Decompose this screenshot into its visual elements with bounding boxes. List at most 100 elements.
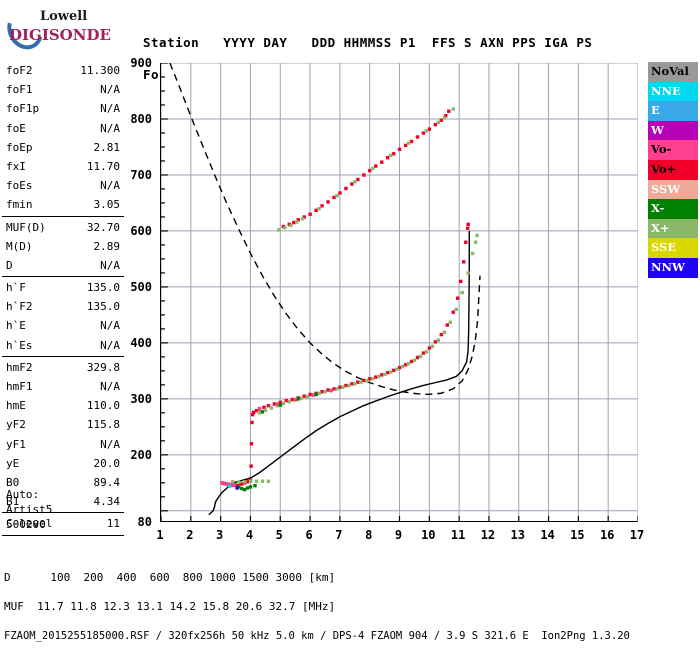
x-tick-label: 16 xyxy=(599,528,615,542)
param-divider xyxy=(2,512,124,514)
x-tick-label: 6 xyxy=(305,528,313,542)
legend-item-x[interactable]: X+ xyxy=(648,218,698,239)
x-tick-label: 9 xyxy=(394,528,403,542)
param-row: h`F 135.0 xyxy=(2,278,124,297)
param-value: 32.70 xyxy=(86,220,120,234)
param-row: foF1p N/A xyxy=(2,99,124,118)
electron-density-profile xyxy=(208,351,469,516)
param-key: h`F2 xyxy=(6,300,33,314)
param-row: h`E N/A xyxy=(2,316,124,335)
param-value: N/A xyxy=(100,121,120,135)
series-second-hop-echoes-x- xyxy=(277,107,455,232)
grid-lines xyxy=(161,63,638,522)
legend-item-nne[interactable]: NNE xyxy=(648,81,698,102)
param-key: B0 xyxy=(6,475,20,489)
x-tick-label: 2 xyxy=(186,528,194,542)
y-tick-label: 900 xyxy=(130,56,152,70)
param-key: MUF(D) xyxy=(6,220,46,234)
axis-ticks xyxy=(161,63,638,522)
param-value: N/A xyxy=(100,83,120,97)
x-tick-label: 13 xyxy=(510,528,525,542)
autoscaling-info: Auto: Artist5 500200 xyxy=(2,487,124,532)
param-divider xyxy=(2,215,124,217)
param-value: 2.89 xyxy=(93,239,121,253)
logo-lowell-text: Lowell xyxy=(40,9,88,24)
param-row: foEs N/A xyxy=(2,176,124,195)
footer-file-row: FZAOM_2015255185000.RSF / 320fx256h 50 k… xyxy=(4,629,630,642)
legend-item-sse[interactable]: SSE xyxy=(648,238,698,258)
param-key: h`Es xyxy=(6,338,33,352)
param-value: N/A xyxy=(100,102,120,116)
param-value: N/A xyxy=(100,319,120,333)
y-tick-label: 600 xyxy=(130,223,152,238)
param-row: hmF1 N/A xyxy=(2,377,124,396)
y-tick-label: 500 xyxy=(130,279,152,294)
param-block-frequencies: foF2 11.300 foF1 N/A foF1p N/A foE N/A foEp 2.81 f… xyxy=(2,60,124,216)
auto-line: 500200 xyxy=(6,518,46,531)
series-o-trace-vo- xyxy=(220,222,470,487)
param-value: 11 xyxy=(106,517,120,531)
param-value: 20.0 xyxy=(93,456,121,470)
param-key: foF2 xyxy=(6,64,33,77)
param-value: N/A xyxy=(100,179,120,193)
param-row: hmE 110.0 xyxy=(2,396,124,415)
polarization-legend: NoVal NNE E W Vo- Vo+ SSW X- X+ SSE NNW xyxy=(648,62,698,278)
param-value: 11.70 xyxy=(86,159,120,173)
auto-line: Auto: xyxy=(6,488,40,501)
param-key: fxI xyxy=(6,159,26,173)
series-e-region-echoes-vo- xyxy=(220,388,333,487)
param-row: foF2 11.300 xyxy=(2,61,124,80)
x-tick-label: 11 xyxy=(450,528,466,542)
param-divider xyxy=(2,276,124,278)
y-tick-label: 400 xyxy=(130,335,152,350)
param-row: foEp 2.81 xyxy=(2,138,124,157)
param-row: MUF(D) 32.70 xyxy=(2,218,124,237)
legend-item-nnw[interactable]: NNW xyxy=(648,257,698,278)
legend-item-vo[interactable]: Vo- xyxy=(648,140,698,160)
auto-line: Artist5 xyxy=(6,503,53,516)
x-tick-label: 17 xyxy=(629,528,645,542)
param-row: yE 20.0 xyxy=(2,454,124,473)
param-key: yF2 xyxy=(6,418,26,432)
param-row: B1 4.34 xyxy=(2,492,124,511)
legend-item-vo[interactable]: Vo+ xyxy=(648,159,698,180)
param-key: C-level xyxy=(6,517,53,531)
footer-text: D 100 200 400 600 800 1000 1500 3000 [km… xyxy=(4,556,630,658)
x-tick-label: 14 xyxy=(540,528,555,542)
param-row: fmin 3.05 xyxy=(2,195,124,214)
param-value: N/A xyxy=(100,338,120,352)
legend-item-e[interactable]: E xyxy=(648,101,698,121)
y-tick-label: 80 xyxy=(137,515,152,529)
series-e-region-echo-nnw- xyxy=(235,486,239,490)
footer-muf-row: MUF 11.7 11.8 12.3 13.1 14.2 15.8 20.6 3… xyxy=(4,599,336,613)
param-row: D N/A xyxy=(2,256,124,275)
legend-item-w[interactable]: W xyxy=(648,120,698,141)
param-value: N/A xyxy=(100,258,120,272)
param-key: hmF2 xyxy=(6,360,33,374)
y-tick-label: 800 xyxy=(130,111,152,126)
legend-item-x[interactable]: X- xyxy=(648,199,698,219)
x-tick-label: 12 xyxy=(480,528,496,542)
legend-item-noval[interactable]: NoVal xyxy=(648,62,698,82)
series-e-region-echoes-x- xyxy=(236,392,318,492)
param-key: foF1p xyxy=(6,102,40,116)
param-key: h`F xyxy=(6,281,26,295)
param-key: hmE xyxy=(6,399,26,413)
series-second-hop-echoes-vo- xyxy=(281,109,451,229)
legend-item-ssw[interactable]: SSW xyxy=(648,179,698,200)
param-value: 2.81 xyxy=(93,140,121,154)
param-block-virtual-heights: h`F 135.0 h`F2 135.0 h`E N/A h`Es N/A xyxy=(2,277,124,356)
param-key: foF1 xyxy=(6,83,33,97)
param-key: yF1 xyxy=(6,437,26,451)
x-tick-label: 5 xyxy=(275,528,283,542)
param-key: foE xyxy=(6,121,26,135)
ionospheric-parameters-panel: foF2 11.300 foF1 N/A foF1p N/A foE N/A foEp 2.81 f… xyxy=(2,60,124,536)
param-key: B1 xyxy=(6,495,20,509)
x-tick-label: 3 xyxy=(216,528,224,542)
param-value: 329.8 xyxy=(86,360,120,374)
logo-digisonde-text: DIGISONDE xyxy=(9,26,111,44)
param-divider xyxy=(2,534,124,536)
param-row: yF2 115.8 xyxy=(2,415,124,434)
param-row: C-level 11 xyxy=(2,514,124,533)
param-row: foF1 N/A xyxy=(2,80,124,99)
